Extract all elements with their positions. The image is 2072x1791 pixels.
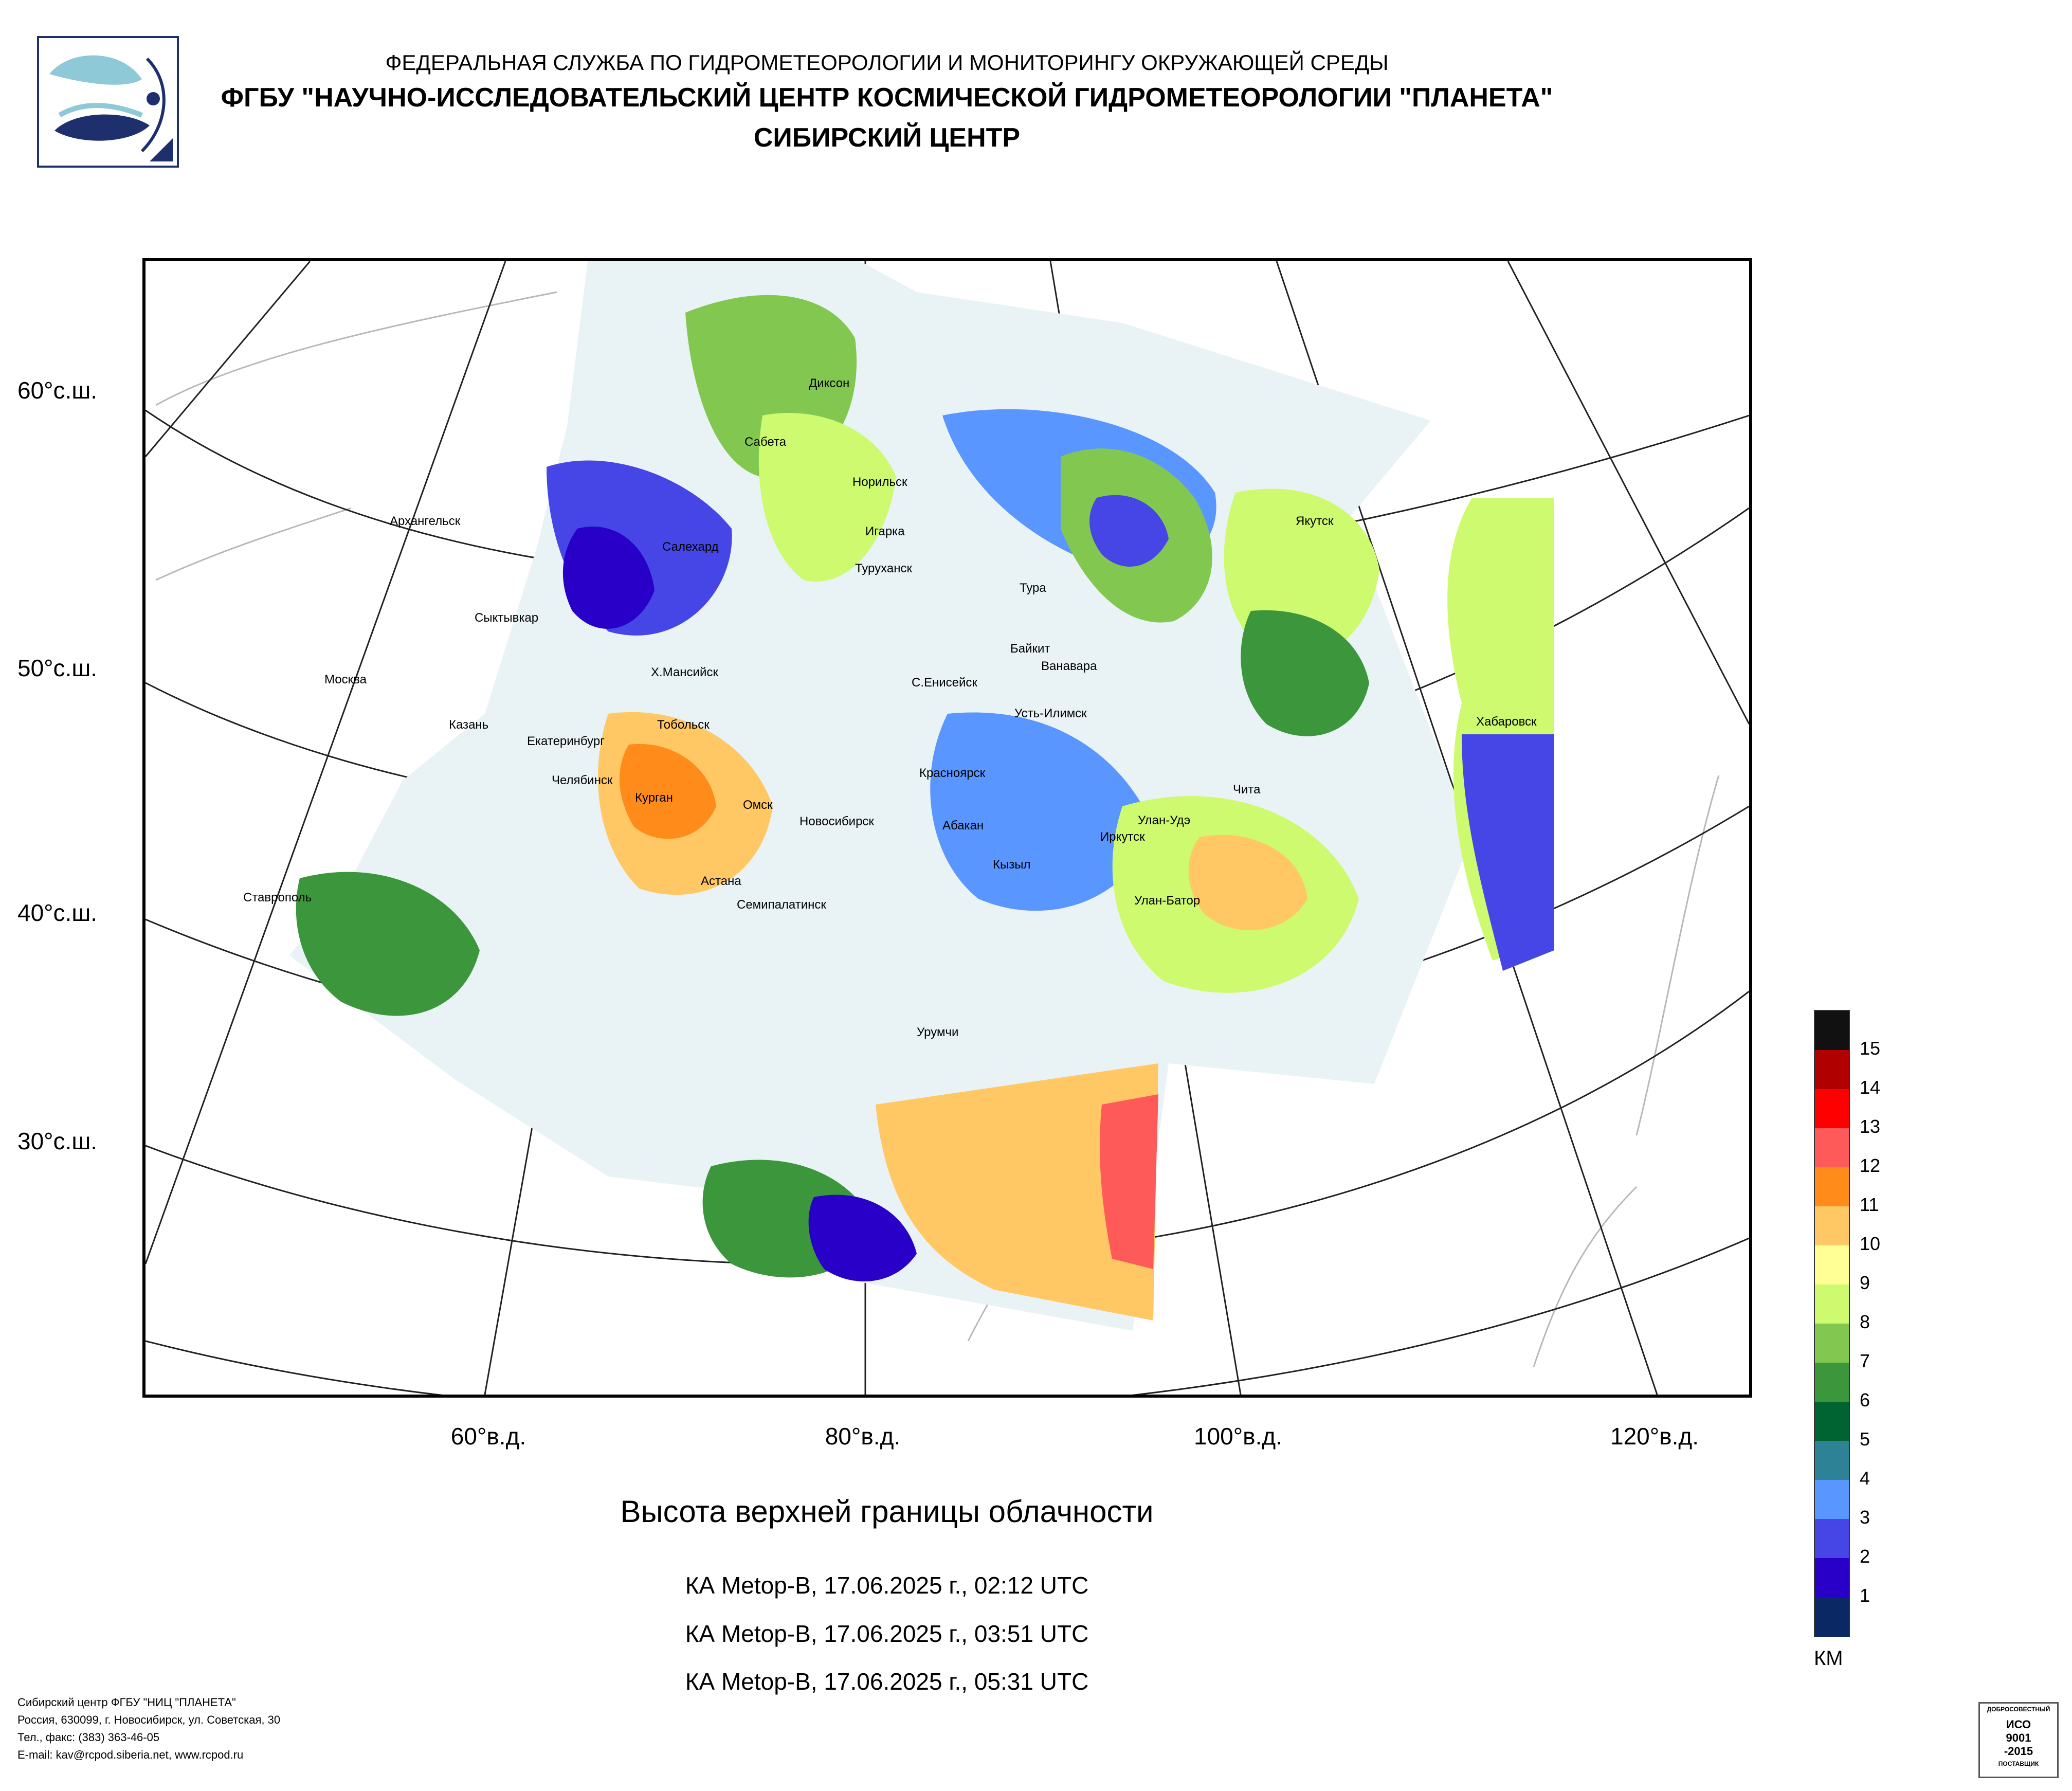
legend-label: 12 xyxy=(1860,1155,1881,1176)
city-label: Х.Мансийск xyxy=(651,665,718,679)
city-label: Диксон xyxy=(809,376,850,390)
legend-swatch xyxy=(1815,1011,1849,1051)
legend-swatch xyxy=(1815,1363,1849,1402)
iso-badge: ДОБРОСОВЕСТНЫЙ ИСО 9001 -2015 ПОСТАВЩИК xyxy=(1978,1702,2059,1778)
institute-title: ФГБУ "НАУЧНО-ИССЛЕДОВАТЕЛЬСКИЙ ЦЕНТР КОС… xyxy=(221,83,1553,113)
lon-label: 100°в.д. xyxy=(1194,1423,1282,1450)
lat-label: 30°с.ш. xyxy=(17,1128,98,1154)
legend-swatch xyxy=(1815,1089,1849,1129)
legend-label: 2 xyxy=(1860,1546,1870,1567)
legend-swatch xyxy=(1815,1050,1849,1090)
city-label: Салехард xyxy=(662,540,719,554)
city-label: Иркутск xyxy=(1100,830,1145,844)
legend-label: 14 xyxy=(1860,1077,1881,1098)
legend-label: 13 xyxy=(1860,1116,1881,1137)
city-label: Новосибирск xyxy=(799,815,874,828)
satellite-pass: КА Metop-B, 17.06.2025 г., 05:31 UTC xyxy=(685,1668,1089,1695)
city-label: Казань xyxy=(449,718,489,732)
city-label: Сабета xyxy=(744,435,787,449)
city-label: Омск xyxy=(743,798,773,812)
city-label: Игарка xyxy=(865,524,905,538)
city-label: Тобольск xyxy=(657,718,710,732)
city-label: Архангельск xyxy=(390,514,461,528)
legend-label: 11 xyxy=(1860,1194,1879,1215)
lon-label: 120°в.д. xyxy=(1610,1423,1699,1450)
city-label: Байкит xyxy=(1010,642,1050,656)
city-label: Хабаровск xyxy=(1476,715,1537,729)
center-title: СИБИРСКИЙ ЦЕНТР xyxy=(753,123,1021,153)
legend-label: 9 xyxy=(1860,1272,1870,1293)
city-label: Кызыл xyxy=(993,858,1031,872)
city-label: Астана xyxy=(701,874,741,888)
legend-swatch xyxy=(1815,1480,1849,1519)
map-title: Высота верхней границы облачности xyxy=(620,1494,1154,1529)
legend-units: КМ xyxy=(1814,1647,1843,1670)
legend-label: 7 xyxy=(1860,1350,1870,1371)
legend-swatch xyxy=(1815,1167,1849,1207)
lat-label: 60°с.ш. xyxy=(17,377,98,404)
legend-label: 10 xyxy=(1860,1233,1881,1254)
color-scale xyxy=(1814,1010,1850,1637)
iso-badge-bottom: ПОСТАВЩИК xyxy=(1998,1760,2039,1767)
agency-title: ФЕДЕРАЛЬНАЯ СЛУЖБА ПО ГИДРОМЕТЕОРОЛОГИИ … xyxy=(385,50,1389,75)
city-label: С.Енисейск xyxy=(912,676,977,690)
city-label: Ставрополь xyxy=(243,891,312,904)
footer-org: Сибирский центр ФГБУ "НИЦ "ПЛАНЕТА" xyxy=(17,1696,236,1709)
city-label: Екатеринбург xyxy=(527,734,605,748)
legend-label: 3 xyxy=(1860,1507,1870,1528)
legend-swatch xyxy=(1815,1324,1849,1363)
city-label: Семипалатинск xyxy=(737,898,826,912)
city-label: Курган xyxy=(635,791,673,805)
city-label: Якутск xyxy=(1296,514,1334,528)
legend-swatch xyxy=(1815,1402,1849,1441)
legend-swatch xyxy=(1815,1128,1849,1168)
legend-swatch xyxy=(1815,1245,1849,1285)
lon-label: 60°в.д. xyxy=(450,1423,526,1450)
legend-label: 5 xyxy=(1860,1428,1870,1450)
legend-label: 6 xyxy=(1860,1389,1870,1410)
city-label: Урумчи xyxy=(917,1025,959,1039)
legend-label: 15 xyxy=(1860,1038,1881,1059)
lat-label: 40°с.ш. xyxy=(17,899,98,926)
lon-label: 80°в.д. xyxy=(825,1423,901,1450)
satellite-pass: КА Metop-B, 17.06.2025 г., 02:12 UTC xyxy=(685,1572,1089,1599)
iso-badge-line1: ИСО xyxy=(2006,1718,2031,1731)
legend-swatch xyxy=(1815,1558,1849,1598)
city-label: Челябинск xyxy=(552,773,613,787)
legend-swatch xyxy=(1815,1285,1849,1324)
iso-badge-top: ДОБРОСОВЕСТНЫЙ xyxy=(1987,1706,2050,1713)
iso-badge-line2: 9001 xyxy=(2006,1731,2031,1744)
city-label: Красноярск xyxy=(919,766,986,780)
planeta-logo xyxy=(37,36,179,168)
city-label: Сыктывкар xyxy=(475,611,539,625)
city-label: Усть-Илимск xyxy=(1014,707,1087,720)
lat-label: 50°с.ш. xyxy=(17,655,98,681)
city-label: Москва xyxy=(324,673,367,686)
city-label: Тура xyxy=(1020,581,1046,595)
city-label: Улан-Батор xyxy=(1134,894,1201,908)
city-label: Абакан xyxy=(942,819,984,833)
legend-swatch xyxy=(1815,1206,1849,1246)
legend-label: 4 xyxy=(1860,1468,1870,1489)
iso-badge-line3: -2015 xyxy=(2004,1745,2033,1758)
map-graphic xyxy=(146,261,1749,1395)
city-label: Ванавара xyxy=(1041,659,1097,673)
city-label: Норильск xyxy=(852,475,907,489)
legend-label: 8 xyxy=(1860,1311,1870,1332)
legend-swatch xyxy=(1815,1441,1849,1480)
cloud-top-height-map: Диксон Сабета Норильск Архангельск Салех… xyxy=(142,258,1752,1398)
footer-email: E-mail: kav@rcpod.siberia.net, www.rcpod… xyxy=(17,1748,244,1761)
legend-swatch xyxy=(1815,1519,1849,1559)
legend-label: 1 xyxy=(1860,1585,1870,1606)
city-label: Улан-Удэ xyxy=(1138,813,1191,827)
city-label: Туруханск xyxy=(855,562,912,575)
legend-swatch xyxy=(1815,1597,1849,1637)
satellite-pass: КА Metop-B, 17.06.2025 г., 03:51 UTC xyxy=(685,1620,1089,1647)
city-label: Чита xyxy=(1233,783,1261,797)
footer-phone: Тел., факс: (383) 363-46-05 xyxy=(17,1731,160,1744)
footer-address: Россия, 630099, г. Новосибирск, ул. Сове… xyxy=(17,1713,281,1726)
